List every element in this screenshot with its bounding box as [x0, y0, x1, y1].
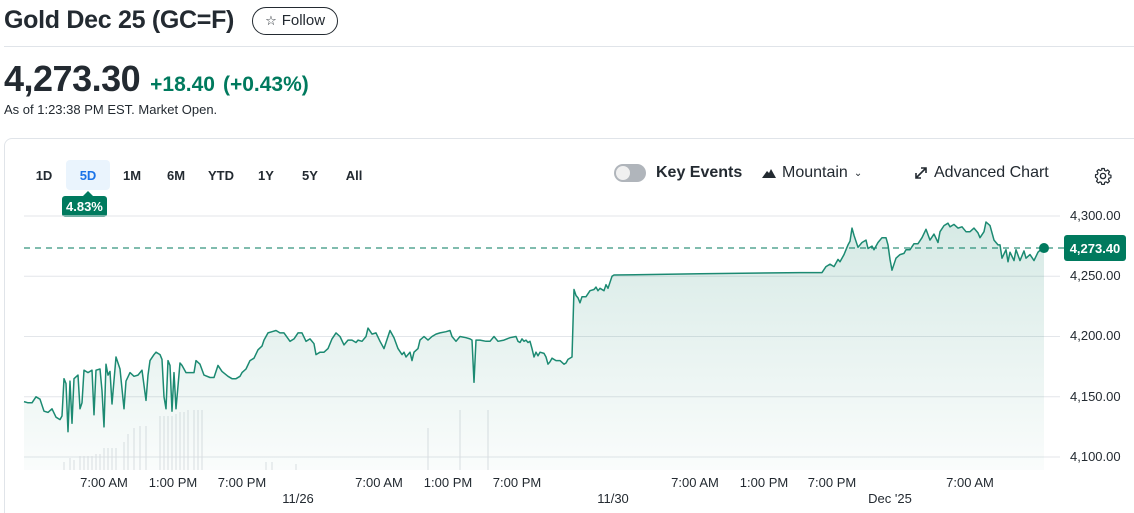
toggle-knob: [616, 166, 630, 180]
last-price-marker: [1039, 243, 1049, 254]
price-change-percent: (+0.43%): [222, 73, 309, 96]
x-axis-label: 7:00 PM: [217, 475, 267, 490]
range-5y[interactable]: 5Y: [302, 167, 318, 183]
x-axis-label: 7:00 AM: [80, 475, 128, 490]
x-axis-date-label: 11/26: [282, 491, 314, 506]
page-title: Gold Dec 25 (GC=F): [4, 6, 235, 34]
range-1m[interactable]: 1M: [122, 167, 142, 183]
key-events-toggle[interactable]: [614, 164, 646, 182]
header-divider: [4, 46, 1134, 47]
range-all[interactable]: All: [345, 167, 363, 183]
x-axis-label: 7:00 AM: [355, 475, 403, 490]
range-1y[interactable]: 1Y: [258, 167, 274, 183]
range-change-badge: 4.83%: [62, 191, 107, 217]
last-price-tag: 4,273.40: [1064, 235, 1126, 261]
x-axis-label: 1:00 PM: [739, 475, 789, 490]
quote-summary: 4,273.30 +18.40 (+0.43%): [4, 58, 309, 100]
y-axis-label: 4,250.00: [1070, 268, 1121, 283]
chevron-down-icon: ⌄: [853, 167, 863, 179]
current-price: 4,273.30: [4, 58, 141, 99]
x-axis-label: 7:00 PM: [492, 475, 542, 490]
y-axis-label: 4,150.00: [1070, 389, 1121, 404]
x-axis-label: 1:00 PM: [423, 475, 473, 490]
x-axis-label: 7:00 AM: [671, 475, 719, 490]
key-events-control[interactable]: Key Events: [614, 164, 742, 182]
y-axis-label: 4,100.00: [1070, 449, 1121, 464]
y-axis-label: 4,300.00: [1070, 208, 1121, 223]
advanced-chart-button[interactable]: Advanced Chart: [914, 164, 1049, 182]
range-selector: 1D 5D 1M 6M YTD 1Y 5Y All: [22, 160, 376, 190]
gear-icon[interactable]: [1094, 167, 1112, 185]
advanced-chart-label: Advanced Chart: [934, 164, 1049, 181]
x-axis-date-label: Dec '25: [868, 491, 912, 506]
y-axis-label: 4,200.00: [1070, 328, 1121, 343]
x-axis-label: 1:00 PM: [148, 475, 198, 490]
quote-timestamp: As of 1:23:38 PM EST. Market Open.: [4, 102, 218, 117]
x-axis-date-label: 11/30: [597, 491, 629, 506]
price-area: [24, 222, 1044, 470]
range-1d[interactable]: 1D: [35, 167, 53, 183]
x-axis-label: 7:00 PM: [807, 475, 857, 490]
chart-type-dropdown[interactable]: Mountain ⌄: [762, 164, 862, 182]
chart-type-label: Mountain: [782, 164, 848, 181]
range-ytd[interactable]: YTD: [208, 167, 234, 183]
x-axis-label: 7:00 AM: [946, 475, 994, 490]
key-events-label: Key Events: [656, 164, 743, 181]
header: Gold Dec 25 (GC=F) ☆ Follow: [4, 6, 339, 35]
star-outline-icon: ☆: [265, 12, 277, 28]
range-6m[interactable]: 6M: [166, 167, 186, 183]
follow-label: Follow: [281, 12, 326, 29]
mountain-icon: [762, 169, 776, 178]
expand-icon: [915, 167, 927, 179]
price-change: +18.40: [150, 73, 215, 96]
price-line: [23, 221, 1045, 433]
range-5d[interactable]: 5D: [66, 160, 110, 190]
follow-button[interactable]: ☆ Follow: [252, 6, 339, 35]
